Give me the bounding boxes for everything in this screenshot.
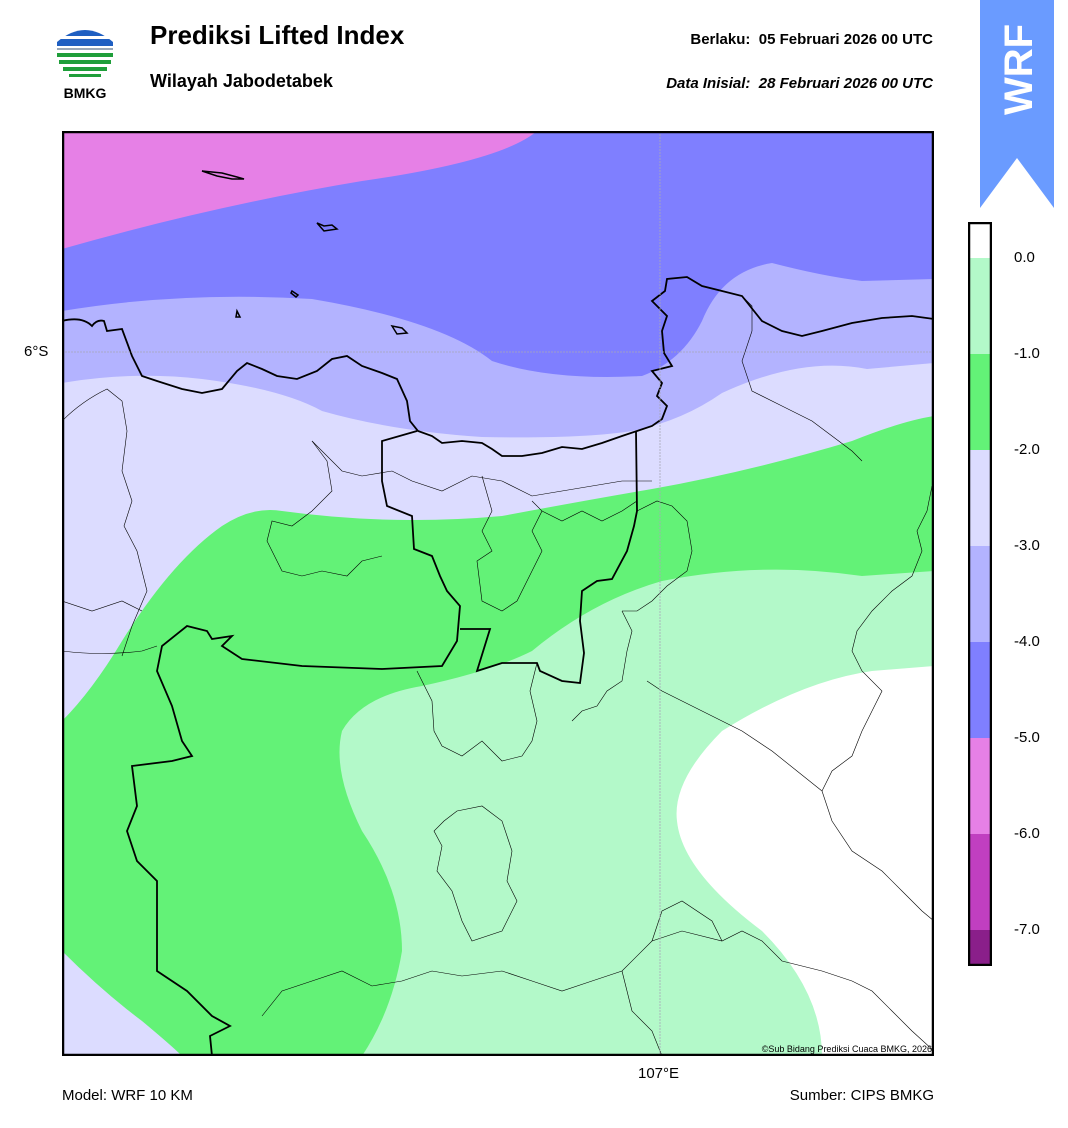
colorbar-band (968, 450, 992, 546)
colorbar-band (968, 222, 992, 258)
colorbar-band (968, 354, 992, 450)
island (235, 308, 242, 318)
bmkg-logo-icon (55, 22, 115, 77)
longitude-label: 107°E (638, 1065, 680, 1082)
wrf-badge: WRF (980, 0, 1054, 208)
regency-borders (62, 295, 934, 1056)
colorbar-band (968, 834, 992, 930)
map-credit: ©Sub Bidang Prediksi Cuaca BMKG, 2026 (761, 1044, 932, 1054)
band-minus2-3-sw (62, 951, 182, 1056)
coastline (62, 276, 934, 457)
initial-time-value: 28 Februari 2026 00 UTC (758, 75, 933, 92)
initial-time-label: Data Inisial: (666, 75, 751, 92)
map-frame (62, 131, 934, 1056)
colorbar-tick-label: -1.0 (1014, 345, 1040, 362)
colorbar-band (968, 738, 992, 834)
initial-time: Data Inisial: 28 Februari 2026 00 UTC (666, 75, 933, 92)
source-label: Sumber: CIPS BMKG (789, 1087, 934, 1104)
colorbar-tick-label: -6.0 (1014, 825, 1040, 842)
colorbar-tick-label: -7.0 (1014, 921, 1040, 938)
island (290, 289, 300, 299)
wrf-badge-text: WRF (997, 24, 1041, 115)
lifted-index-map (62, 131, 934, 1056)
logo-text: BMKG (63, 85, 107, 101)
colorbar-band (968, 258, 992, 354)
island (201, 170, 245, 180)
band-minus5-6 (62, 131, 537, 249)
colorbar-tick-label: 0.0 (1014, 249, 1035, 266)
valid-time: Berlaku: 05 Februari 2026 00 UTC (690, 31, 933, 48)
colorbar-tick-label: -2.0 (1014, 441, 1040, 458)
colorbar-tick-label: -3.0 (1014, 537, 1040, 554)
island (390, 324, 409, 335)
page-subtitle: Wilayah Jabodetabek (150, 71, 333, 91)
province-border (126, 430, 461, 1056)
band-positive (676, 666, 934, 1056)
page-title: Prediksi Lifted Index (150, 20, 405, 50)
province-border (460, 430, 638, 684)
valid-time-label: Berlaku: (690, 31, 751, 48)
colorbar (968, 222, 992, 966)
colorbar-tick-label: -5.0 (1014, 729, 1040, 746)
colorbar-band (968, 930, 992, 966)
latitude-label: 6°S (24, 343, 49, 360)
model-label: Model: WRF 10 KM (62, 1087, 193, 1104)
colorbar-tick-label: -4.0 (1014, 633, 1040, 650)
colorbar-band (968, 546, 992, 642)
island (316, 222, 339, 232)
valid-time-value: 05 Februari 2026 00 UTC (758, 31, 933, 48)
colorbar-band (968, 642, 992, 738)
